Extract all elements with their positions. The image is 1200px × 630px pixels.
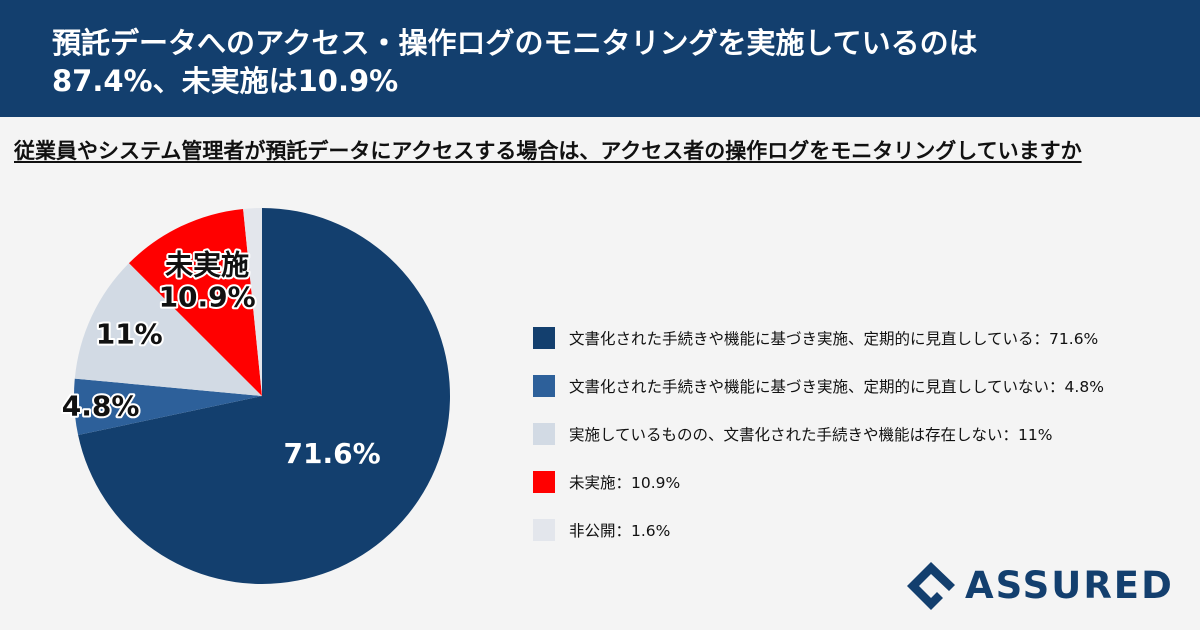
legend-item: 文書化された手続きや機能に基づき実施、定期的に見直ししていない：4.8%	[533, 362, 1104, 410]
legend-label: 非公開：1.6%	[569, 522, 671, 540]
page-title-line1: 預託データへのアクセス・操作ログのモニタリングを実施しているのは	[52, 26, 978, 60]
legend-label: 未実施：10.9%	[569, 474, 681, 492]
pie-slice	[128, 208, 262, 396]
pie-slices	[74, 208, 450, 585]
slice-data-label: 11%	[96, 318, 163, 351]
legend-swatch	[533, 327, 555, 349]
page-title-line2: 87.4%、未実施は10.9%	[52, 64, 399, 98]
legend-item: 非公開：1.6%	[533, 506, 1104, 554]
legend-item: 文書化された手続きや機能に基づき実施、定期的に見直ししている：71.6%	[533, 314, 1104, 362]
legend-swatch	[533, 375, 555, 397]
brand-logo: ASSURED	[903, 560, 1174, 610]
legend-label: 文書化された手続きや機能に基づき実施、定期的に見直ししていない：4.8%	[569, 378, 1104, 396]
slice-data-label: 4.8%	[62, 389, 140, 422]
legend-label: 実施しているものの、文書化された手続きや機能は存在しない：11%	[569, 426, 1053, 444]
brand-name: ASSURED	[965, 563, 1174, 607]
survey-question: 従業員やシステム管理者が預託データにアクセスする場合は、アクセス者の操作ログをモ…	[14, 139, 1082, 163]
pie-slice	[74, 263, 262, 396]
pie-slice	[74, 378, 262, 436]
legend-item: 実施しているものの、文書化された手続きや機能は存在しない：11%	[533, 410, 1104, 458]
legend-label: 文書化された手続きや機能に基づき実施、定期的に見直ししている：71.6%	[569, 330, 1099, 348]
pie-slice	[78, 208, 450, 585]
chart-legend: 文書化された手続きや機能に基づき実施、定期的に見直ししている：71.6% 文書化…	[533, 314, 1104, 554]
legend-swatch	[533, 423, 555, 445]
header-banner: 預託データへのアクセス・操作ログのモニタリングを実施しているのは 87.4%、未…	[0, 0, 1200, 117]
legend-item: 未実施：10.9%	[533, 458, 1104, 506]
assured-logo-icon	[907, 562, 955, 610]
legend-swatch	[533, 519, 555, 541]
pie-slice	[243, 208, 262, 396]
legend-swatch	[533, 471, 555, 493]
slice-data-label: 未実施 10.9%	[159, 249, 256, 314]
slice-data-label: 71.6%	[284, 437, 381, 470]
pie-labels: 71.6% 4.8% 11% 未実施 10.9%	[60, 247, 383, 472]
